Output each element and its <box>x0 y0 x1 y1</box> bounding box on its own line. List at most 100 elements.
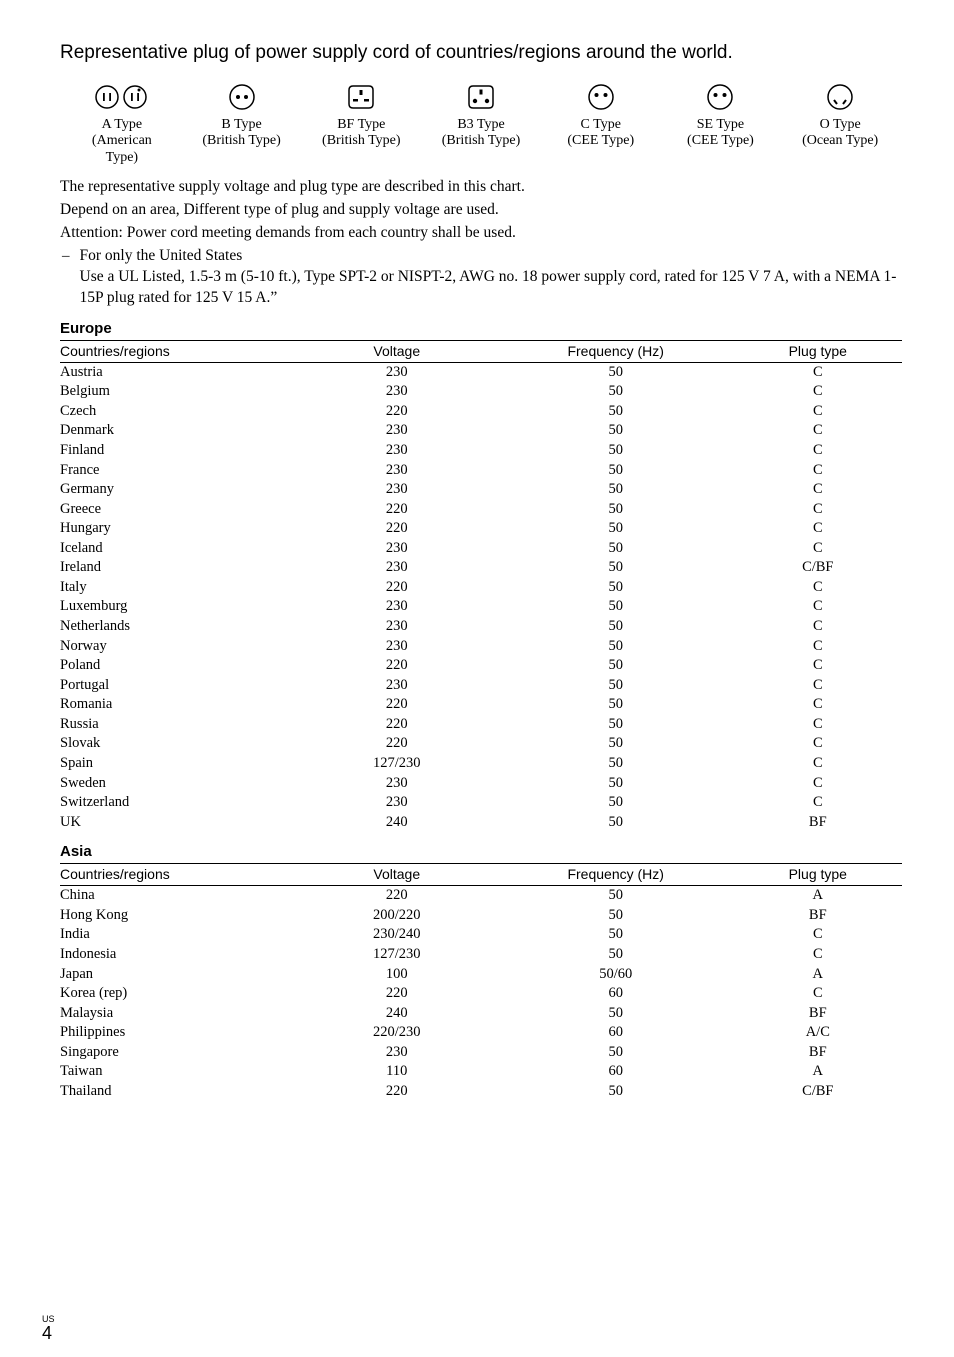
plug-label: (CEE Type) <box>687 133 754 148</box>
table-header: Countries/regions <box>60 864 296 886</box>
table-cell: Taiwan <box>60 1062 296 1082</box>
table-cell: BF <box>734 1004 902 1024</box>
table-cell: 60 <box>498 1062 734 1082</box>
table-cell: C <box>734 676 902 696</box>
table-header: Plug type <box>734 864 902 886</box>
table-cell: 50 <box>498 945 734 965</box>
table-row: Russia22050C <box>60 715 902 735</box>
table-cell: 50 <box>498 617 734 637</box>
table-cell: 230 <box>296 441 498 461</box>
table-cell: Slovak <box>60 734 296 754</box>
table-cell: 60 <box>498 1023 734 1043</box>
plug-label: (British Type) <box>322 133 400 148</box>
plug-item-b3: B3 Type (British Type) <box>421 80 541 151</box>
table-cell: 220/230 <box>296 1023 498 1043</box>
table-cell: 50 <box>498 1082 734 1102</box>
table-cell: A <box>734 1062 902 1082</box>
table-cell: Portugal <box>60 676 296 696</box>
table-cell: 230 <box>296 421 498 441</box>
table-cell: Japan <box>60 965 296 985</box>
table-row: Greece22050C <box>60 500 902 520</box>
table-cell: Singapore <box>60 1043 296 1063</box>
table-cell: 220 <box>296 886 498 906</box>
table-cell: BF <box>734 813 902 833</box>
plug-o-icon <box>780 80 900 114</box>
table-cell: C <box>734 539 902 559</box>
table-cell: 220 <box>296 656 498 676</box>
para-1: The representative supply voltage and pl… <box>60 177 902 198</box>
table-cell: C <box>734 382 902 402</box>
table-cell: 50 <box>498 539 734 559</box>
plug-label: (CEE Type) <box>567 133 634 148</box>
table-cell: 230 <box>296 362 498 382</box>
table-row: Sweden23050C <box>60 774 902 794</box>
table-cell: Denmark <box>60 421 296 441</box>
table-row: Taiwan11060A <box>60 1062 902 1082</box>
table-row: Italy22050C <box>60 578 902 598</box>
table-cell: 230 <box>296 617 498 637</box>
table-cell: 50 <box>498 402 734 422</box>
plug-label: O Type <box>820 117 861 132</box>
table-cell: C <box>734 925 902 945</box>
table-cell: 127/230 <box>296 945 498 965</box>
table-cell: 220 <box>296 519 498 539</box>
table-cell: C <box>734 695 902 715</box>
table-row: Germany23050C <box>60 480 902 500</box>
table-row: Spain127/23050C <box>60 754 902 774</box>
table-cell: 50 <box>498 578 734 598</box>
table-cell: C <box>734 421 902 441</box>
data-table: Countries/regionsVoltageFrequency (Hz)Pl… <box>60 340 902 832</box>
table-row: Denmark23050C <box>60 421 902 441</box>
plug-label: Type) <box>106 150 138 165</box>
table-cell: 230 <box>296 676 498 696</box>
table-cell: 50 <box>498 676 734 696</box>
plug-a-icon <box>62 80 182 114</box>
table-cell: Luxemburg <box>60 597 296 617</box>
table-cell: 50 <box>498 754 734 774</box>
bullet: – For only the United States Use a UL Li… <box>60 246 902 309</box>
table-header: Voltage <box>296 340 498 362</box>
table-cell: France <box>60 461 296 481</box>
table-cell: Iceland <box>60 539 296 559</box>
table-row: Romania22050C <box>60 695 902 715</box>
table-cell: Hungary <box>60 519 296 539</box>
plug-c-icon <box>541 80 661 114</box>
table-cell: 230 <box>296 637 498 657</box>
table-cell: C <box>734 461 902 481</box>
main-heading: Representative plug of power supply cord… <box>60 40 902 66</box>
plug-item-b: B Type (British Type) <box>182 80 302 151</box>
table-cell: C/BF <box>734 558 902 578</box>
plug-label: (British Type) <box>442 133 520 148</box>
table-cell: Belgium <box>60 382 296 402</box>
table-cell: India <box>60 925 296 945</box>
table-cell: 50 <box>498 441 734 461</box>
data-table: Countries/regionsVoltageFrequency (Hz)Pl… <box>60 863 902 1101</box>
table-cell: 50 <box>498 597 734 617</box>
table-cell: 50 <box>498 1043 734 1063</box>
table-cell: 127/230 <box>296 754 498 774</box>
table-cell: 50 <box>498 558 734 578</box>
table-cell: C <box>734 597 902 617</box>
table-cell: A <box>734 965 902 985</box>
table-cell: C <box>734 500 902 520</box>
table-row: Netherlands23050C <box>60 617 902 637</box>
table-cell: 50 <box>498 774 734 794</box>
table-cell: 50 <box>498 813 734 833</box>
table-row: Ireland23050C/BF <box>60 558 902 578</box>
table-row: Philippines220/23060A/C <box>60 1023 902 1043</box>
table-cell: 240 <box>296 813 498 833</box>
table-cell: 50 <box>498 637 734 657</box>
table-row: India230/24050C <box>60 925 902 945</box>
table-cell: Norway <box>60 637 296 657</box>
section-title: Asia <box>60 842 902 862</box>
table-cell: C <box>734 754 902 774</box>
table-cell: 230 <box>296 774 498 794</box>
table-cell: C <box>734 362 902 382</box>
table-cell: 220 <box>296 715 498 735</box>
table-cell: Finland <box>60 441 296 461</box>
table-row: Malaysia24050BF <box>60 1004 902 1024</box>
plug-item-c: C Type (CEE Type) <box>541 80 661 151</box>
table-cell: 50 <box>498 500 734 520</box>
table-cell: C <box>734 656 902 676</box>
plug-label: (British Type) <box>202 133 280 148</box>
